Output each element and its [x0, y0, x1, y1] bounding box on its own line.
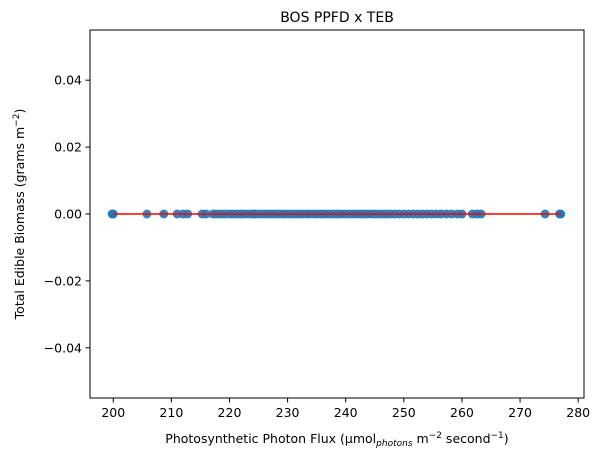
y-tick-label: 0.00 — [54, 207, 82, 222]
y-axis-label-suffix: ) — [12, 109, 27, 114]
x-axis-label-mid2: second — [442, 431, 491, 446]
x-tick-label: 260 — [450, 405, 474, 420]
x-tick-label: 230 — [276, 405, 300, 420]
y-axis-label: Total Edible Biomass (grams m−2) — [12, 109, 27, 321]
x-axis-label-suffix: ) — [504, 431, 509, 446]
y-tick-label: 0.02 — [54, 140, 82, 155]
y-tick-label: −0.02 — [44, 273, 82, 288]
x-axis-label-subscript: photons — [375, 439, 413, 449]
x-axis-label-superscript1: −2 — [429, 431, 442, 441]
y-axis-label-prefix: Total Edible Biomass (grams m — [12, 127, 27, 321]
x-axis-label-superscript2: −1 — [491, 431, 504, 441]
x-tick-label: 240 — [334, 405, 358, 420]
x-tick-label: 210 — [159, 405, 183, 420]
x-tick-label: 250 — [392, 405, 416, 420]
x-tick-label: 270 — [508, 405, 532, 420]
x-axis-label-prefix: Photosynthetic Photon Flux (μmol — [165, 431, 376, 446]
x-axis-ticks: 200 210 220 230 240 250 260 270 280 — [101, 398, 590, 420]
x-axis-label-mid1: m — [413, 431, 429, 446]
x-tick-label: 220 — [218, 405, 242, 420]
y-axis-label-superscript: −2 — [12, 114, 22, 127]
chart-title: BOS PPFD x TEB — [280, 10, 394, 26]
y-axis-ticks: −0.04 −0.02 0.00 0.02 0.04 — [44, 73, 90, 355]
y-tick-label: 0.04 — [54, 73, 82, 88]
y-tick-label: −0.04 — [44, 340, 82, 355]
x-axis-label: Photosynthetic Photon Flux (μmolphotons … — [165, 431, 508, 449]
x-tick-label: 200 — [101, 405, 125, 420]
x-tick-label: 280 — [566, 405, 590, 420]
